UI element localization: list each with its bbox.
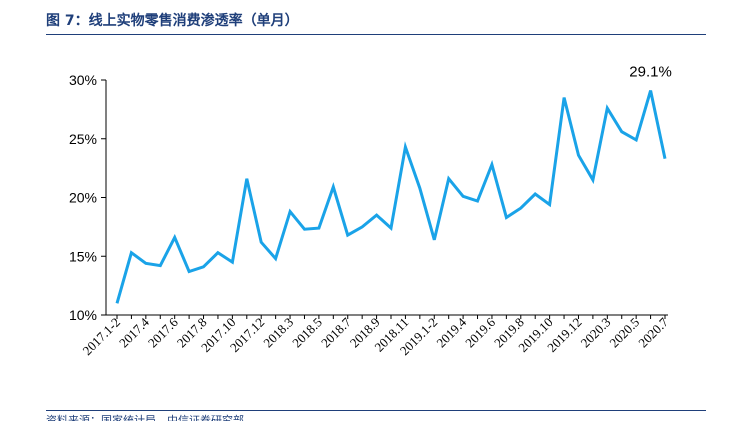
y-axis: 10% 15% 20% 25% 30%	[69, 72, 107, 323]
x-tick-label: 2019.6	[462, 314, 498, 350]
x-tick-label: 2018.7	[318, 314, 354, 350]
source-note: 资料来源：国家统计局，中信证券研究部	[46, 414, 244, 421]
y-tick-label: 25%	[69, 131, 97, 147]
annotation-group: 29.1%	[629, 64, 672, 81]
series-group	[115, 90, 667, 304]
x-tick-label: 2020.3	[578, 315, 614, 351]
x-tick-label: 2018.3	[260, 315, 296, 351]
peak-data-label: 29.1%	[629, 64, 672, 81]
y-tick-label: 10%	[69, 307, 97, 323]
y-tick-label: 20%	[69, 190, 97, 206]
x-axis: 2017.1-22017.42017.62017.82017.102017.12…	[80, 314, 672, 358]
series-line	[115, 90, 667, 304]
y-tick-label: 30%	[69, 72, 97, 88]
x-tick-label: 2017.6	[145, 314, 181, 350]
y-tick-label: 15%	[69, 248, 97, 264]
source-divider	[46, 410, 706, 411]
x-tick-label: 2020.7	[635, 314, 671, 350]
x-tick-label: 2019.4	[433, 314, 469, 350]
x-tick-label: 2020.5	[606, 315, 642, 351]
figure-title: 图 7：线上实物零售消费渗透率（单月）	[46, 13, 299, 29]
x-tick-label: 2018.5	[289, 315, 325, 351]
title-divider	[46, 34, 706, 35]
x-tick-label: 2017.4	[116, 314, 152, 350]
